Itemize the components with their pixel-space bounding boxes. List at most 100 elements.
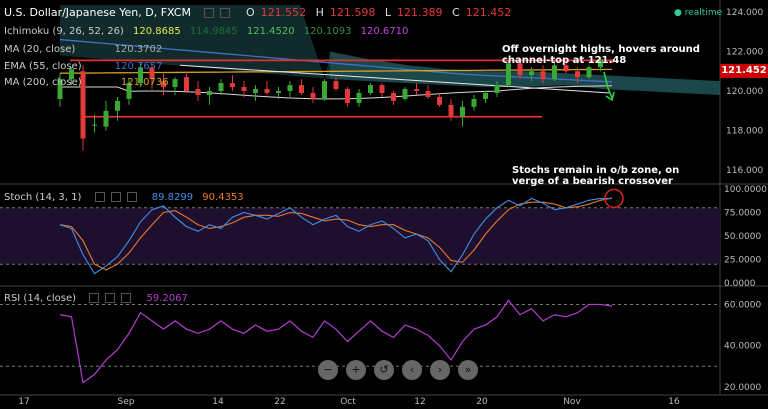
- x-tick-1: Sep: [118, 397, 135, 407]
- stoch-tick-0: 100.0000: [724, 185, 767, 195]
- candle-body-29: [391, 92, 396, 101]
- ema55-legend[interactable]: EMA (55, close) 120.7657: [4, 61, 169, 72]
- candle-body-1: [69, 69, 74, 80]
- candles: [57, 57, 615, 151]
- candle-body-8: [149, 67, 155, 80]
- realtime-label: realtime: [684, 8, 723, 18]
- stoch-buttons[interactable]: [94, 192, 143, 203]
- candle-body-40: [517, 63, 523, 76]
- x-tick-7: Nov: [563, 397, 581, 407]
- stoch-k-value: 89.8299: [151, 192, 194, 203]
- ichimoku-v4: 120.1093: [303, 26, 352, 37]
- series-buttons[interactable]: [204, 6, 236, 19]
- candle-body-46: [586, 67, 592, 78]
- rsi-buttons[interactable]: [89, 293, 137, 304]
- price-tick-4: 116.000: [726, 166, 763, 176]
- candle-body-24: [333, 81, 339, 90]
- ohlc-h: 121.598: [329, 6, 376, 19]
- ichimoku-v3: 121.4520: [246, 26, 295, 37]
- scroll-left-icon[interactable]: ‹: [402, 360, 422, 380]
- stoch-d-line: [59, 197, 613, 271]
- chart-annotations: [603, 71, 615, 102]
- rsi-label: RSI (14, close): [4, 293, 77, 304]
- candle-body-44: [563, 65, 569, 72]
- candle-body-32: [425, 91, 431, 97]
- ichimoku-v5: 120.6710: [360, 26, 409, 37]
- candle-body-14: [218, 83, 224, 92]
- candle-body-16: [241, 87, 247, 92]
- candle-body-35: [460, 106, 465, 117]
- rsi-tick-2: 20.0000: [724, 383, 761, 393]
- candle-body-17: [253, 89, 258, 93]
- candle-body-36: [471, 98, 477, 107]
- candle-body-26: [356, 92, 362, 103]
- symbol-title: U.S. Dollar/Japanese Yen, D, FXCM: [4, 6, 191, 19]
- candle-body-34: [448, 104, 454, 117]
- x-tick-2: 14: [212, 397, 224, 407]
- ma200-legend[interactable]: MA (200, close) 121.0736: [4, 77, 175, 88]
- candle-body-30: [402, 89, 408, 99]
- ohlc-o: 121.552: [260, 6, 307, 19]
- stoch-tick-2: 50.0000: [724, 232, 761, 242]
- stoch-band: [0, 207, 720, 265]
- x-tick-8: 16: [668, 397, 680, 407]
- ma20-label: MA (20, close): [4, 44, 76, 55]
- ichimoku-v2: 114.9845: [189, 26, 238, 37]
- candle-body-20: [287, 85, 293, 92]
- down-arrow-head-icon: [605, 91, 615, 102]
- candle-body-13: [207, 91, 212, 95]
- ichimoku-label: Ichimoku (9, 26, 52, 26): [4, 26, 124, 37]
- stoch-k-line: [59, 197, 613, 275]
- zoom-in-icon[interactable]: +: [346, 360, 366, 380]
- zoom-out-icon[interactable]: −: [318, 360, 338, 380]
- realtime-badge: ● realtime: [674, 8, 722, 18]
- candle-body-25: [345, 89, 350, 103]
- kumo-cloud: [330, 51, 720, 95]
- stoch-tick-4: 0.0000: [724, 279, 756, 289]
- candle-body-7: [138, 67, 143, 84]
- candle-body-42: [540, 71, 546, 80]
- candle-body-15: [230, 83, 235, 88]
- scroll-right-icon[interactable]: ›: [430, 360, 450, 380]
- candle-body-33: [437, 96, 442, 105]
- candle-body-3: [92, 124, 97, 126]
- candle-body-31: [414, 89, 419, 92]
- candle-body-47: [598, 59, 603, 68]
- candle-body-5: [115, 100, 120, 111]
- candle-body-9: [161, 81, 166, 88]
- ma20-legend[interactable]: MA (20, close) 120.3702: [4, 44, 168, 55]
- rsi-tick-0: 60.0000: [724, 300, 761, 310]
- stoch-label: Stoch (14, 3, 1): [4, 192, 82, 203]
- rsi-legend[interactable]: RSI (14, close) 59.2067: [4, 293, 194, 304]
- ohlc-o-label: O: [245, 6, 255, 19]
- candle-body-45: [575, 71, 580, 78]
- rsi-value: 59.2067: [146, 293, 188, 304]
- candle-body-39: [506, 63, 511, 86]
- ichimoku-v1: 120.8685: [133, 26, 181, 37]
- rsi-plot: [59, 299, 613, 384]
- candle-body-28: [379, 85, 385, 93]
- ma200-label: MA (200, close): [4, 77, 82, 88]
- ma20-value: 120.3702: [114, 44, 163, 55]
- go-last-icon[interactable]: »: [458, 360, 478, 380]
- candle-body-27: [368, 85, 373, 93]
- candle-body-12: [195, 89, 201, 95]
- candle-body-2: [80, 71, 86, 139]
- reset-icon[interactable]: ↺: [374, 360, 394, 380]
- ichimoku-legend[interactable]: Ichimoku (9, 26, 52, 26) 120.8685 114.98…: [4, 26, 414, 37]
- candle-body-41: [529, 71, 534, 76]
- ma20-line: [60, 85, 613, 100]
- ohlc-c-label: C: [452, 6, 460, 19]
- ohlc-h-label: H: [315, 6, 324, 19]
- candle-body-48: [609, 59, 615, 63]
- stoch-legend[interactable]: Stoch (14, 3, 1) 89.8299 90.4353: [4, 192, 250, 203]
- current-price-tag: 121.452: [720, 64, 768, 78]
- x-tick-6: 20: [476, 397, 488, 407]
- candle-body-43: [552, 65, 557, 80]
- candle-body-18: [264, 89, 270, 93]
- stoch-annotation: Stochs remain in o/b zone, on verge of a…: [512, 165, 680, 187]
- ohlc-l: 121.389: [397, 6, 443, 19]
- candle-body-21: [299, 85, 304, 93]
